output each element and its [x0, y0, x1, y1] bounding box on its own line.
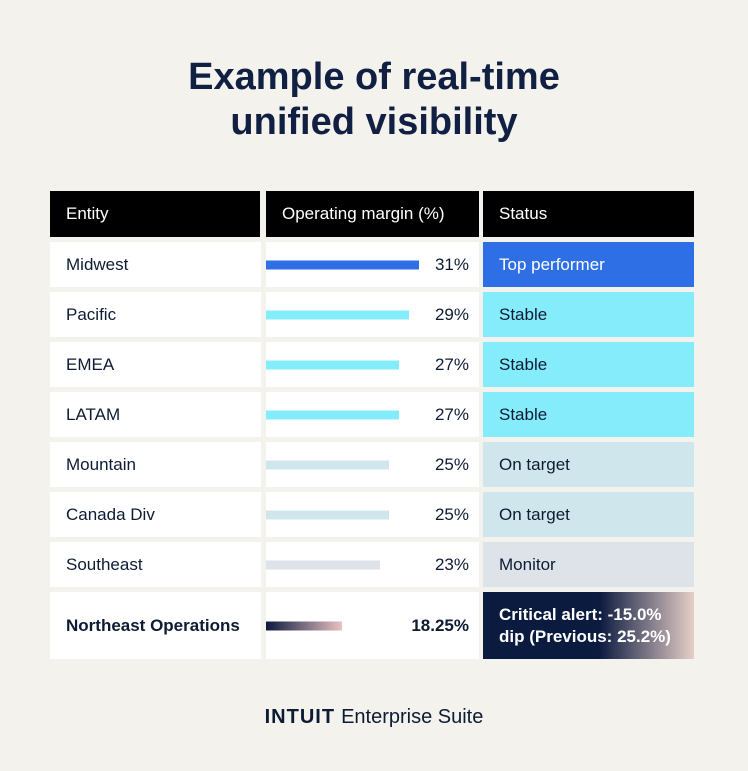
table-row: LATAM 27% Stable [50, 392, 694, 437]
header-entity: Entity [50, 191, 260, 237]
margin-bar [266, 460, 389, 469]
margin-value: 31% [434, 254, 469, 274]
status-cell: Monitor [483, 542, 694, 587]
status-label: On target [499, 504, 570, 524]
entity-cell: Midwest [50, 242, 261, 287]
margin-cell: 31% [266, 242, 479, 287]
header-status: Status [483, 191, 694, 237]
status-label: Stable [499, 354, 548, 374]
margin-bar [266, 410, 399, 419]
margin-cell: 18.25% [266, 592, 479, 659]
entity-name: Pacific [66, 304, 117, 324]
margin-cell: 25% [266, 492, 479, 537]
entity-cell: LATAM [50, 392, 261, 437]
status-cell: Stable [483, 342, 694, 387]
title-line-2: unified visibility [230, 101, 518, 143]
margin-cell: 27% [266, 392, 479, 437]
product-name: Enterprise Suite [341, 706, 484, 728]
margin-value: 25% [434, 504, 469, 524]
margin-bar [266, 360, 399, 369]
margin-cell: 27% [266, 342, 479, 387]
entity-cell: EMEA [50, 342, 261, 387]
margin-value: 25% [434, 454, 469, 474]
table-row: Midwest 31% Top performer [50, 242, 694, 287]
margin-bar [266, 260, 419, 269]
entity-name: Southeast [66, 554, 143, 574]
entity-cell: Mountain [50, 442, 261, 487]
margin-bar [266, 310, 409, 319]
table-row: Southeast 23% Monitor [50, 542, 694, 587]
entity-name: Northeast Operations [66, 615, 240, 635]
margin-cell: 25% [266, 442, 479, 487]
margin-cell: 29% [266, 292, 479, 337]
header-margin: Operating margin (%) [266, 191, 479, 237]
status-label: Top performer [499, 254, 605, 274]
status-cell: Stable [483, 292, 694, 337]
margin-bar [266, 621, 342, 630]
status-line: Critical alert: -15.0% [499, 604, 662, 624]
table-row: EMEA 27% Stable [50, 342, 694, 387]
status-cell: On target [483, 442, 694, 487]
header-status-label: Status [499, 204, 548, 223]
status-label: Critical alert: -15.0% dip (Previous: 25.… [499, 604, 671, 648]
page-title: Example of real-time unified visibility [0, 55, 748, 145]
header-margin-label: Operating margin (%) [282, 204, 445, 223]
entity-name: Midwest [66, 254, 129, 274]
margin-cell: 23% [266, 542, 479, 587]
status-label: Stable [499, 404, 548, 424]
footer-brand: INTUIT Enterprise Suite [0, 706, 748, 729]
entity-name: Mountain [66, 454, 136, 474]
entity-name: EMEA [66, 354, 115, 374]
status-cell: Critical alert: -15.0% dip (Previous: 25.… [483, 592, 694, 659]
entity-name: Canada Div [66, 504, 155, 524]
table-row: Northeast Operations 18.25% Critical alert… [50, 592, 694, 659]
status-cell: Stable [483, 392, 694, 437]
status-label: Stable [499, 304, 548, 324]
table-header-row: Entity Operating margin (%) Status [50, 191, 694, 237]
status-line: dip (Previous: 25.2%) [499, 626, 671, 646]
table-row: Canada Div 25% On target [50, 492, 694, 537]
header-entity-label: Entity [66, 204, 109, 223]
entity-name: LATAM [66, 404, 121, 424]
margin-value: 18.25% [411, 615, 469, 635]
table-row: Mountain 25% On target [50, 442, 694, 487]
entity-cell: Southeast [50, 542, 261, 587]
entity-cell: Canada Div [50, 492, 261, 537]
intuit-logo: INTUIT [264, 706, 336, 728]
status-label: Monitor [499, 554, 556, 574]
margin-bar [266, 510, 389, 519]
margin-value: 29% [434, 304, 469, 324]
margin-value: 27% [434, 354, 469, 374]
status-cell: On target [483, 492, 694, 537]
status-label: On target [499, 454, 570, 474]
title-line-1: Example of real-time [188, 56, 560, 98]
table-row: Pacific 29% Stable [50, 292, 694, 337]
margin-value: 23% [434, 554, 469, 574]
margin-value: 27% [434, 404, 469, 424]
margin-bar [266, 560, 380, 569]
status-cell: Top performer [483, 242, 694, 287]
entity-cell: Northeast Operations [50, 592, 261, 659]
entity-cell: Pacific [50, 292, 261, 337]
